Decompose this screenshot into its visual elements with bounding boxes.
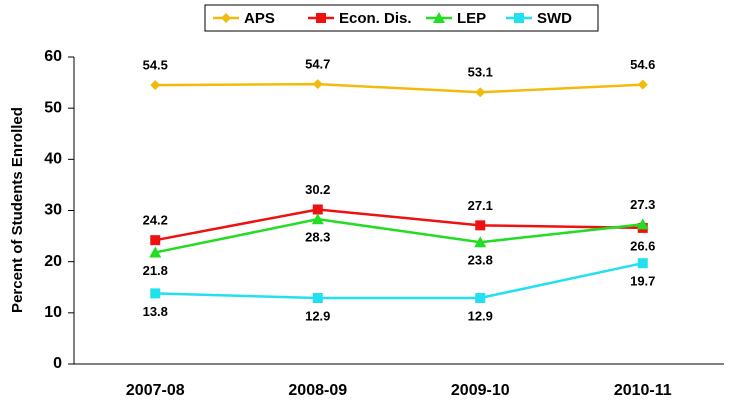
data-point xyxy=(475,292,486,303)
legend-label: APS xyxy=(244,10,275,27)
data-point xyxy=(150,235,161,246)
data-label: 19.7 xyxy=(630,274,655,289)
data-point xyxy=(637,258,648,269)
series-line xyxy=(154,217,643,254)
legend-label: LEP xyxy=(457,10,486,27)
legend-marker xyxy=(221,13,231,23)
x-tick-label: 2008-09 xyxy=(288,382,347,399)
legend-box xyxy=(204,4,599,32)
data-point xyxy=(636,218,649,230)
data-label: 27.1 xyxy=(468,198,493,213)
y-tick-label: 40 xyxy=(44,151,62,168)
series-line xyxy=(155,261,644,300)
y-axis-label: Percent of Students Enrolled xyxy=(9,107,26,313)
data-label: 28.3 xyxy=(305,230,330,245)
data-point xyxy=(311,213,324,225)
data-point xyxy=(312,79,323,90)
y-tick-label: 30 xyxy=(44,202,62,219)
data-label: 21.8 xyxy=(143,263,168,278)
data-label: 24.2 xyxy=(143,213,168,228)
data-label: 26.6 xyxy=(630,238,655,253)
data-label: 12.9 xyxy=(305,308,330,323)
data-point xyxy=(475,220,486,231)
legend-marker xyxy=(433,12,445,23)
x-tick-label: 2010-11 xyxy=(614,382,672,399)
data-label: 54.7 xyxy=(305,57,330,72)
data-label: 54.5 xyxy=(143,58,168,73)
data-point xyxy=(150,80,161,91)
y-tick-label: 50 xyxy=(44,99,62,116)
data-point xyxy=(312,292,323,303)
series-line xyxy=(155,208,643,242)
data-point xyxy=(312,204,323,215)
legend-marker xyxy=(514,13,524,23)
data-point xyxy=(637,79,648,90)
data-label: 27.3 xyxy=(630,197,655,212)
data-point xyxy=(474,236,487,248)
series-line xyxy=(155,82,643,94)
data-label: 53.1 xyxy=(468,65,493,80)
data-label: 30.2 xyxy=(305,182,330,197)
data-label: 13.8 xyxy=(143,304,168,319)
data-point xyxy=(150,288,161,299)
legend-label: Econ. Dis. xyxy=(339,10,412,27)
x-tick-label: 2009-10 xyxy=(451,382,510,399)
legend-label: SWD xyxy=(537,10,572,27)
y-tick-label: 10 xyxy=(44,304,62,321)
data-point xyxy=(149,246,162,258)
data-label: 12.9 xyxy=(468,308,493,323)
y-tick-label: 0 xyxy=(53,355,62,372)
x-tick-label: 2007-08 xyxy=(126,382,185,399)
y-tick-label: 20 xyxy=(44,253,62,270)
y-tick-label: 60 xyxy=(44,48,62,65)
data-label: 54.6 xyxy=(630,57,655,72)
data-label: 23.8 xyxy=(468,253,493,268)
data-point xyxy=(475,87,486,98)
legend-marker xyxy=(316,13,326,23)
